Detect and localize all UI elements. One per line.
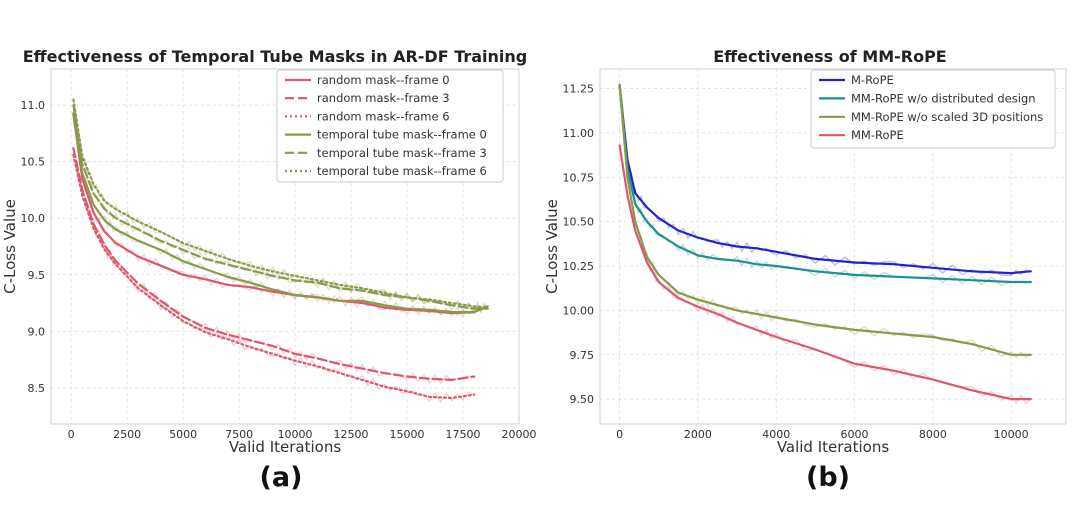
legend-label: MM-RoPE	[851, 128, 904, 142]
series-line-3	[72, 111, 489, 314]
y-tick-label: 10.00	[563, 304, 595, 317]
series-line-1	[72, 147, 476, 381]
y-tick-label: 11.00	[563, 127, 595, 140]
series-raw-line-0	[618, 84, 1031, 277]
series-line-2	[618, 83, 1032, 356]
x-tick-label: 8000	[919, 428, 947, 441]
x-tick-label: 20000	[502, 428, 537, 441]
x-tick-label: 6000	[841, 428, 869, 441]
y-axis-label: C-Loss Value	[543, 199, 561, 294]
plot-frame	[50, 68, 520, 425]
x-tick-label: 12500	[334, 428, 369, 441]
chart-panel-a: Effectiveness of Temporal Tube Masks in …	[1, 47, 537, 493]
series-line-5	[72, 98, 489, 309]
x-tick-label: 5000	[169, 428, 197, 441]
legend-label: temporal tube mask--frame 3	[317, 146, 487, 160]
y-tick-label: 8.5	[28, 382, 46, 395]
x-tick-label: 7500	[225, 428, 253, 441]
x-axis-label: Valid Iterations	[229, 438, 342, 456]
legend-label: MM-RoPE w/o scaled 3D positions	[851, 110, 1043, 124]
x-tick-label: 17500	[446, 428, 481, 441]
x-axis-label: Valid Iterations	[777, 438, 890, 456]
legend: random mask--frame 0 random mask--frame 3…	[276, 69, 504, 183]
panel-label: (a)	[260, 462, 303, 493]
chart-title: Effectiveness of Temporal Tube Masks in …	[23, 47, 528, 66]
y-tick-label: 10.0	[21, 212, 46, 225]
x-tick-label: 10000	[994, 428, 1029, 441]
x-tick-label: 4000	[762, 428, 790, 441]
y-tick-label: 9.75	[570, 349, 595, 362]
series-line-4	[72, 104, 489, 310]
y-tick-label: 11.0	[21, 99, 46, 112]
legend-box	[810, 69, 1056, 149]
y-tick-label: 10.75	[563, 171, 595, 184]
legend-label: random mask--frame 3	[317, 91, 450, 105]
legend-label: temporal tube mask--frame 6	[317, 164, 487, 178]
chart-title: Effectiveness of MM-RoPE	[713, 47, 946, 66]
x-tick-label: 10000	[278, 428, 313, 441]
series-line-1	[618, 83, 1032, 284]
x-tick-label: 0	[616, 428, 623, 441]
chart-panel-b: Effectiveness of MM-RoPE 0 2000 4000 6000 800…	[543, 47, 1067, 493]
x-tick-label: 2000	[684, 428, 712, 441]
y-tick-label: 10.25	[563, 260, 595, 273]
x-tick-label: 15000	[390, 428, 425, 441]
series-raw-line-3	[618, 149, 1032, 405]
y-tick-label: 10.5	[21, 156, 46, 169]
legend-box	[276, 69, 504, 183]
legend-label: MM-RoPE w/o distributed design	[851, 91, 1036, 105]
y-tick-label: 9.5	[28, 269, 46, 282]
series-line-2	[72, 153, 476, 400]
legend: M-RoPE MM-RoPE w/o distributed design MM-R…	[810, 69, 1056, 149]
plot-frame	[599, 68, 1067, 425]
legend-label: M-RoPE	[851, 73, 894, 87]
y-tick-label: 9.0	[28, 325, 46, 338]
x-tick-label: 0	[68, 428, 75, 441]
y-tick-label: 10.50	[563, 216, 595, 229]
series-line-3	[618, 144, 1032, 401]
y-tick-label: 9.50	[570, 393, 595, 406]
legend-label: random mask--frame 6	[317, 109, 450, 123]
y-axis-label: C-Loss Value	[1, 199, 19, 294]
legend-label: temporal tube mask--frame 0	[317, 128, 487, 142]
panel-label: (b)	[806, 462, 850, 493]
series-line-0	[72, 113, 476, 315]
series-line-0	[618, 83, 1032, 275]
y-tick-label: 11.25	[563, 83, 595, 96]
x-tick-label: 2500	[113, 428, 141, 441]
legend-label: random mask--frame 0	[317, 73, 450, 87]
series-raw-line-1	[72, 150, 475, 385]
